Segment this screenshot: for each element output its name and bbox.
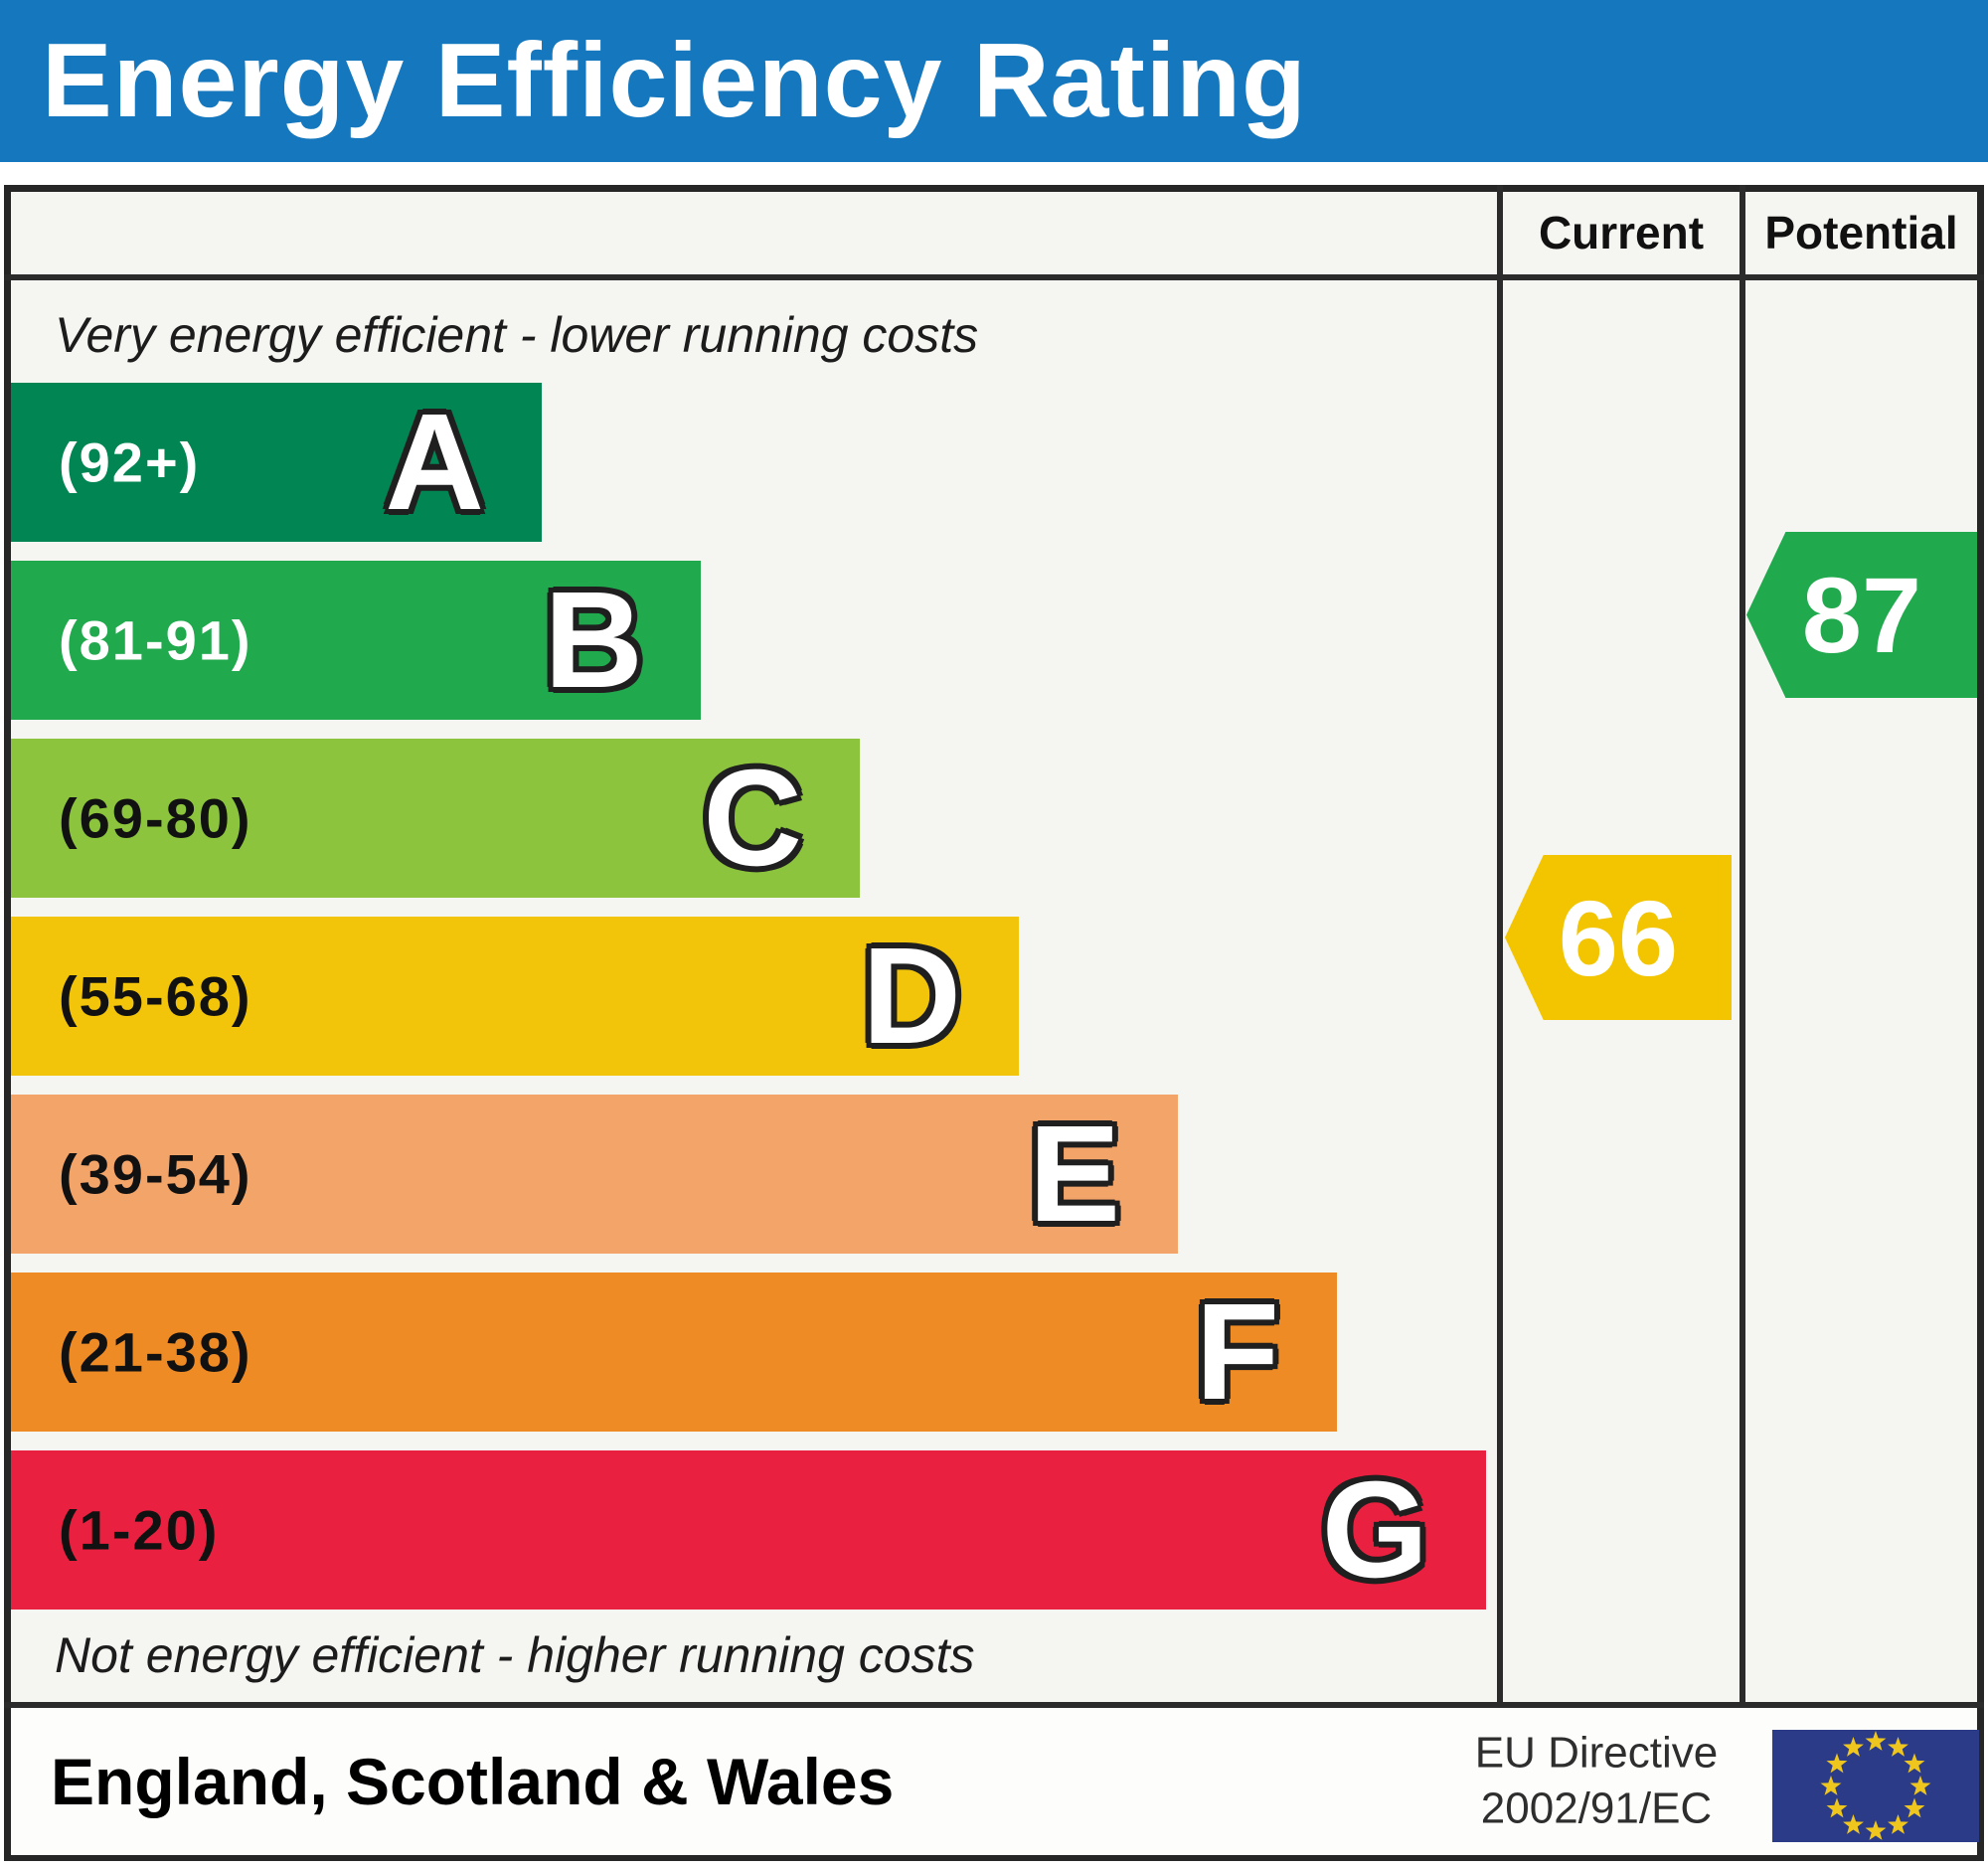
eu-flag-stars <box>1820 1731 1931 1840</box>
bottom-caption: Not energy efficient - higher running co… <box>55 1627 975 1683</box>
eu-directive-line1: EU Directive <box>1474 1728 1719 1778</box>
band-range-f: (21-38) <box>59 1320 252 1384</box>
band-bar-a: (92+) A <box>11 383 542 542</box>
band-range-a: (92+) <box>59 430 201 494</box>
potential-rating-value: 87 <box>1801 555 1922 675</box>
current-column-header: Current <box>1538 207 1705 258</box>
band-range-b: (81-91) <box>59 608 252 672</box>
band-bar-d: (55-68) D <box>11 917 1019 1076</box>
eu-flag-star <box>1865 1731 1887 1751</box>
eu-flag-icon <box>1772 1730 1979 1842</box>
band-letter-f: F <box>1195 1275 1279 1429</box>
eu-flag-star <box>1826 1753 1848 1774</box>
band-letter-e: E <box>1028 1098 1120 1251</box>
current-column-divider <box>1497 185 1503 1708</box>
eu-flag-star <box>1843 1814 1864 1834</box>
eu-flag-star <box>1888 1737 1908 1757</box>
potential-rating-arrow: 87 <box>1746 532 1977 698</box>
top-caption: Very energy efficient - lower running co… <box>55 307 979 363</box>
potential-column-divider <box>1740 185 1745 1708</box>
eu-directive-label: EU Directive 2002/91/EC <box>1432 1726 1760 1838</box>
eu-flag-star <box>1904 1753 1925 1774</box>
eu-flag-star <box>1865 1820 1887 1840</box>
eu-flag-star <box>1909 1776 1931 1795</box>
header-separator-line <box>4 274 1984 280</box>
potential-column-header: Potential <box>1764 207 1958 258</box>
band-bar-b: (81-91) B <box>11 561 701 720</box>
eu-flag-star <box>1826 1797 1848 1818</box>
band-range-e: (39-54) <box>59 1142 252 1206</box>
region-label: England, Scotland & Wales <box>51 1745 895 1818</box>
band-letter-g: G <box>1321 1453 1428 1607</box>
current-rating-value: 66 <box>1558 877 1679 998</box>
title-banner: Energy Efficiency Rating <box>0 0 1988 162</box>
eu-flag-star <box>1888 1814 1908 1834</box>
band-letter-b: B <box>544 564 643 717</box>
current-rating-arrow: 66 <box>1505 855 1732 1020</box>
band-bar-f: (21-38) F <box>11 1273 1337 1432</box>
eu-flag-star <box>1904 1797 1925 1818</box>
band-range-d: (55-68) <box>59 964 252 1028</box>
band-range-g: (1-20) <box>59 1498 220 1562</box>
eu-flag-star <box>1820 1776 1842 1795</box>
eu-directive-line2: 2002/91/EC <box>1480 1784 1713 1833</box>
band-bar-g: (1-20) G <box>11 1450 1486 1610</box>
page-title: Energy Efficiency Rating <box>42 22 1307 139</box>
footer-row: England, Scotland & Wales EU Directive 2… <box>11 1708 1979 1855</box>
eu-flag-star <box>1843 1737 1864 1757</box>
band-range-c: (69-80) <box>59 786 252 850</box>
body-separator-line <box>4 1702 1984 1708</box>
band-bar-c: (69-80) C <box>11 739 860 898</box>
band-bar-e: (39-54) E <box>11 1095 1178 1254</box>
band-letter-d: D <box>862 920 961 1073</box>
band-letter-a: A <box>385 386 484 539</box>
band-letter-c: C <box>703 742 802 895</box>
